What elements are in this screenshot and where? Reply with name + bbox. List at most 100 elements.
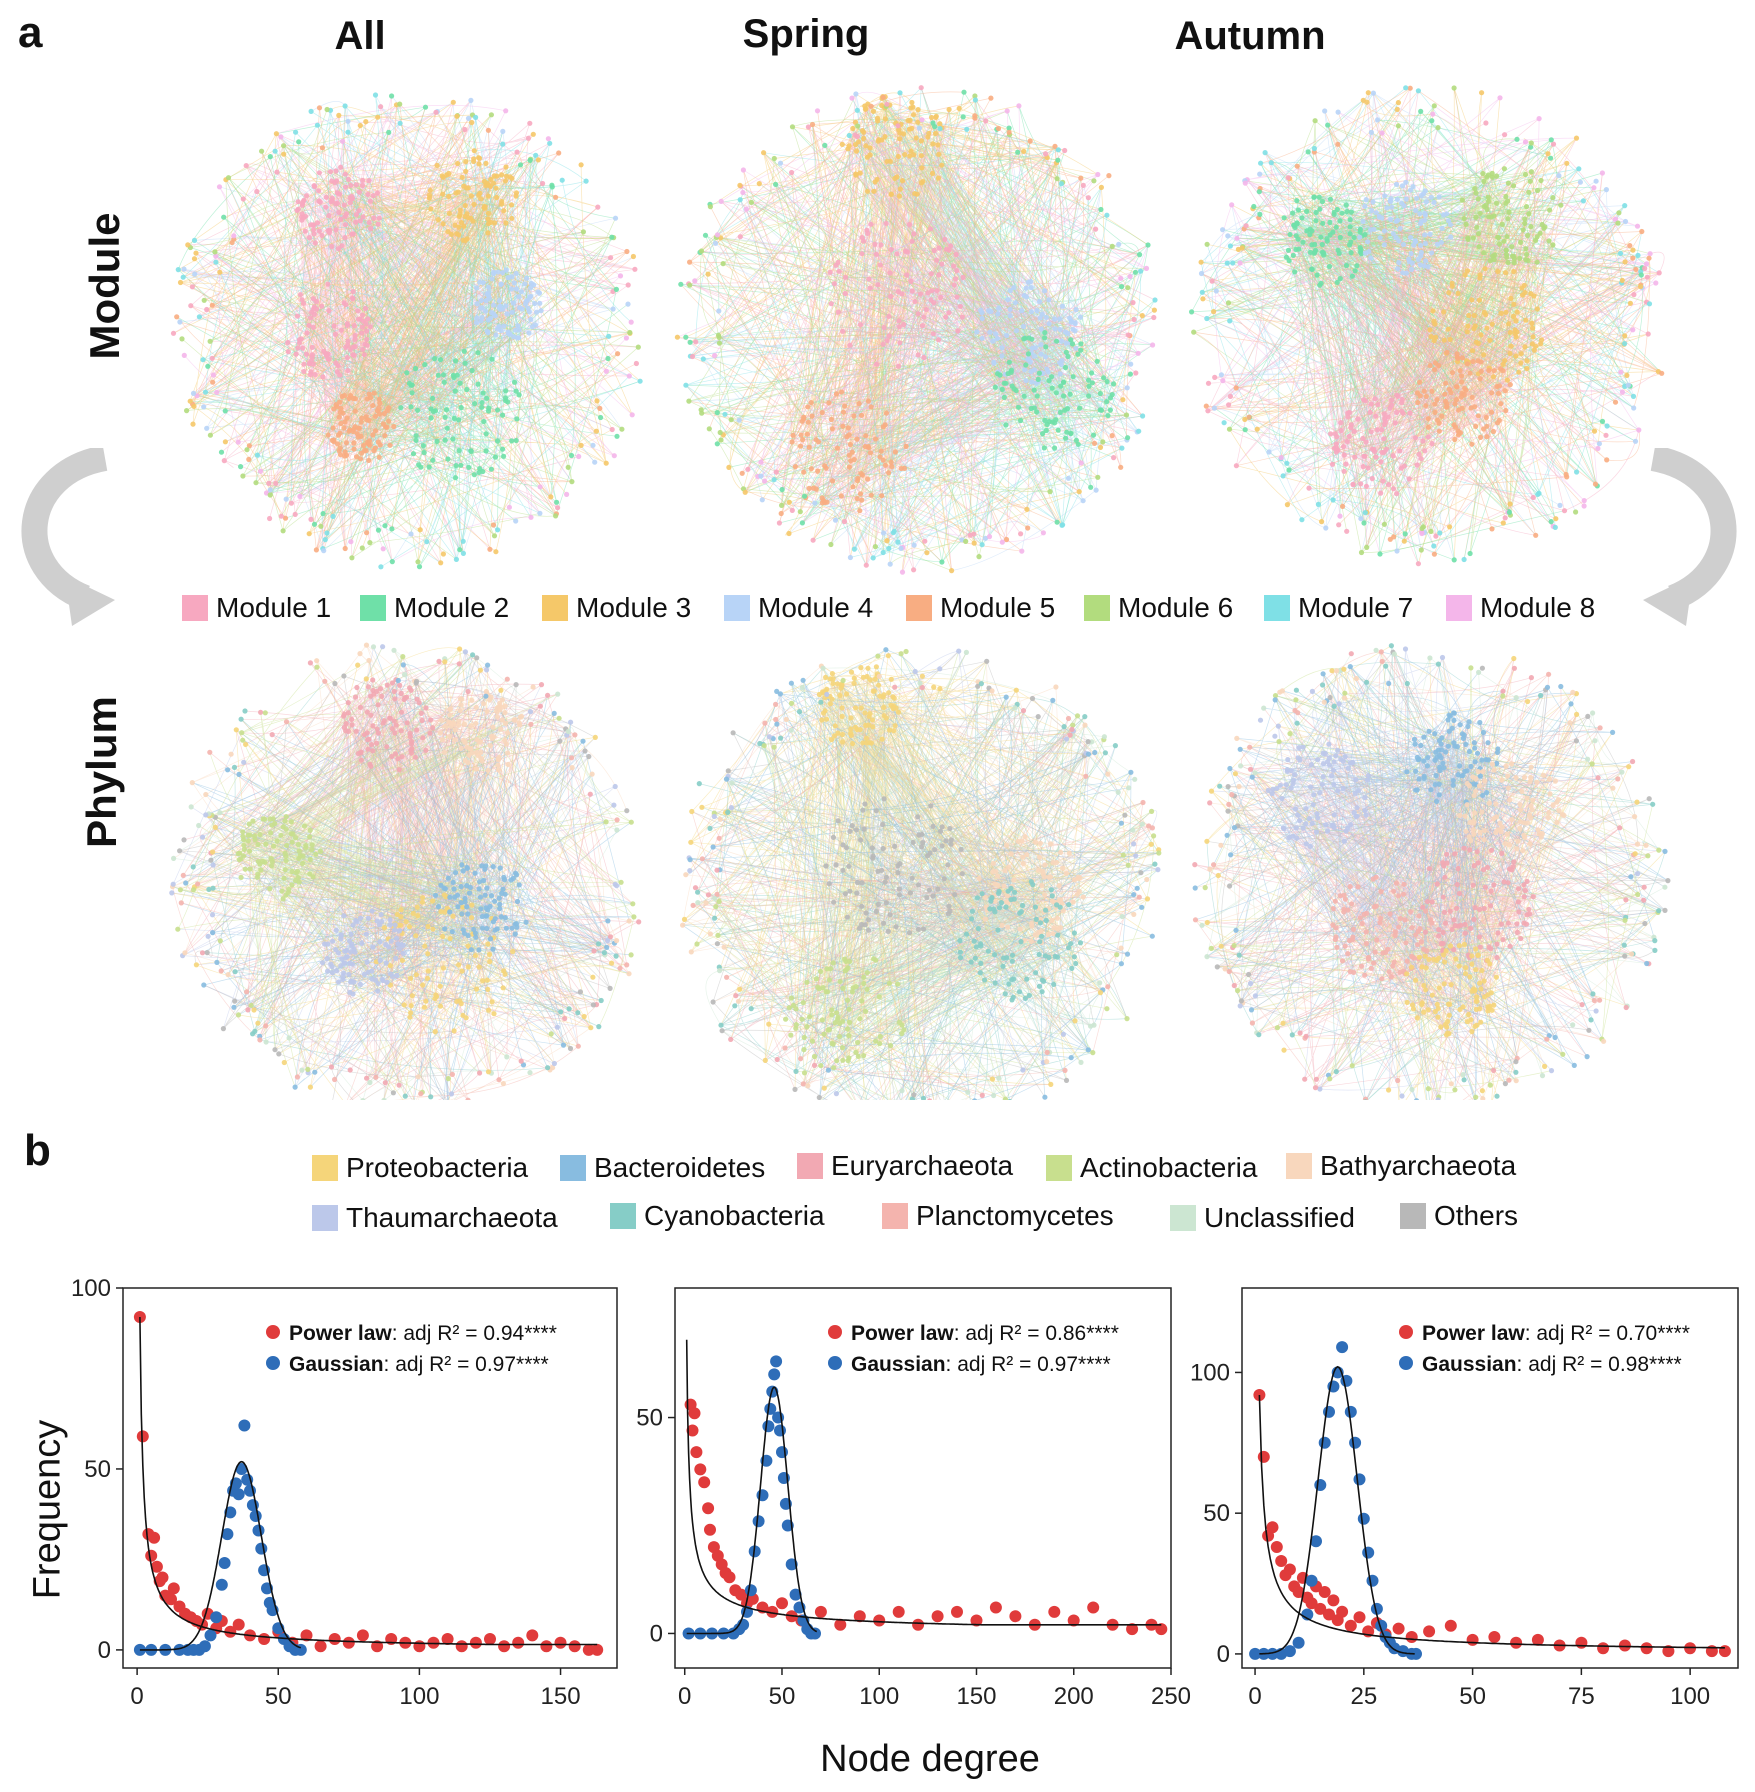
swatch (542, 595, 568, 621)
swatch (360, 595, 386, 621)
x-tick-label: 150 (956, 1683, 996, 1710)
power-law-point (1423, 1625, 1436, 1638)
gaussian-point (249, 1510, 262, 1522)
power-law-point (702, 1502, 715, 1515)
power-law-point (690, 1446, 703, 1459)
legend-unclassified: Unclassified (1170, 1202, 1355, 1234)
gaussian-point (235, 1463, 248, 1475)
legend-label: Proteobacteria (346, 1152, 529, 1183)
phylum-legend-row2: Thaumarchaeota Cyanobacteria Planctomyce… (312, 1200, 1612, 1238)
legend-marker (828, 1325, 842, 1339)
power-law-point (136, 1430, 149, 1443)
power-law-point (540, 1640, 553, 1653)
x-tick-label: 0 (678, 1683, 691, 1710)
gaussian-point (204, 1629, 217, 1642)
y-tick-label: 100 (71, 1275, 111, 1302)
gaussian-point (774, 1424, 786, 1437)
power-law-point (766, 1605, 779, 1618)
legend-proteobacteria: Proteobacteria (312, 1152, 528, 1184)
gaussian-point (1357, 1512, 1370, 1525)
legend-label: Module 3 (576, 592, 692, 623)
gaussian-point (252, 1524, 265, 1537)
power-law-point (1155, 1623, 1168, 1636)
swatch (1264, 595, 1290, 621)
x-tick-label: 100 (859, 1683, 899, 1710)
gaussian-point (762, 1420, 775, 1433)
legend-label: Actinobacteria (1080, 1152, 1258, 1183)
power-law-point (1266, 1521, 1279, 1534)
power-law-point (776, 1597, 788, 1610)
network-1 (674, 85, 1158, 575)
power-law-point (1488, 1631, 1501, 1643)
x-tick-label: 100 (399, 1683, 439, 1710)
gaussian-point (238, 1419, 251, 1432)
legend-actinobacteria: Actinobacteria (1046, 1152, 1257, 1184)
y-axis-label: Frequency (26, 1419, 69, 1600)
network-4 (680, 647, 1162, 1100)
gaussian-fit-line (1259, 1365, 1415, 1655)
legend-module-4: Module 4 (724, 592, 873, 624)
gaussian-point (1349, 1436, 1362, 1449)
x-tick-label: 50 (1459, 1683, 1486, 1710)
gaussian-point (1344, 1405, 1357, 1418)
gaussian-point (198, 1640, 211, 1653)
power-law-point (427, 1636, 440, 1649)
y-tick-label: 50 (1203, 1500, 1230, 1527)
swatch (312, 1205, 338, 1231)
power-law-point (1684, 1642, 1697, 1655)
power-law-point (735, 1588, 748, 1601)
power-law-point (989, 1601, 1002, 1614)
power-law-point (150, 1560, 163, 1573)
legend-module-2: Module 2 (360, 592, 509, 624)
power-law-point (688, 1407, 701, 1420)
legend-cyanobacteria: Cyanobacteria (610, 1200, 825, 1232)
legend-entry: Gaussian: adj R² = 0.98**** (1422, 1353, 1682, 1376)
y-tick-label: 0 (98, 1637, 111, 1664)
gaussian-point (744, 1584, 757, 1597)
legend-entry: Power law: adj R² = 0.70**** (1422, 1322, 1690, 1345)
gaussian-point (809, 1627, 821, 1640)
x-tick-label: 0 (1248, 1683, 1261, 1710)
gaussian-point (768, 1368, 781, 1381)
power-law-point (148, 1531, 161, 1544)
gaussian-point (1323, 1405, 1335, 1418)
legend-label: Bacteroidetes (594, 1152, 766, 1183)
network-0 (170, 92, 643, 570)
gaussian-point (1310, 1535, 1322, 1548)
swatch (610, 1203, 636, 1229)
power-law-point (582, 1643, 595, 1656)
legend-entry: Gaussian: adj R² = 0.97**** (851, 1353, 1111, 1376)
x-axis-label: Node degree (820, 1738, 1040, 1780)
power-law-point (224, 1625, 237, 1638)
swatch (882, 1203, 908, 1229)
power-law-point (1510, 1636, 1523, 1649)
gaussian-point (1362, 1546, 1375, 1559)
chart-all: 0 50 100 150 0 50 100 Power law: adj R² = 0.94*… (71, 1275, 618, 1710)
gaussian-point (221, 1528, 234, 1541)
power-law-point (1353, 1611, 1366, 1624)
legend-module-1: Module 1 (182, 592, 331, 624)
power-law-point (1327, 1594, 1340, 1607)
legend-label: Module 4 (758, 592, 874, 623)
panel-a-label: a (18, 8, 43, 57)
panel-b-label: b (24, 1126, 51, 1175)
network-figures (169, 85, 1671, 1100)
legend-marker (1399, 1325, 1413, 1339)
plot-frame (1241, 1287, 1739, 1669)
legend-label: Module 7 (1298, 592, 1414, 623)
power-law-fit-line (139, 1316, 598, 1646)
gaussian-point (1249, 1647, 1262, 1660)
legend-marker (266, 1325, 280, 1339)
legend-entry: Gaussian: adj R² = 0.97**** (289, 1353, 549, 1376)
power-law-point (484, 1633, 496, 1645)
legend-marker (1399, 1356, 1413, 1370)
power-law-point (300, 1629, 313, 1642)
gaussian-fit-line (686, 1386, 818, 1635)
swatch (1446, 595, 1472, 621)
legend-planctomycetes: Planctomycetes (882, 1200, 1114, 1232)
gaussian-fit-line (139, 1460, 302, 1651)
gaussian-point (1283, 1645, 1296, 1658)
power-law-point (698, 1476, 711, 1489)
swatch (312, 1155, 338, 1181)
module-legend: Module 1 Module 2 Module 3 Module 4 Modu… (182, 592, 1622, 628)
